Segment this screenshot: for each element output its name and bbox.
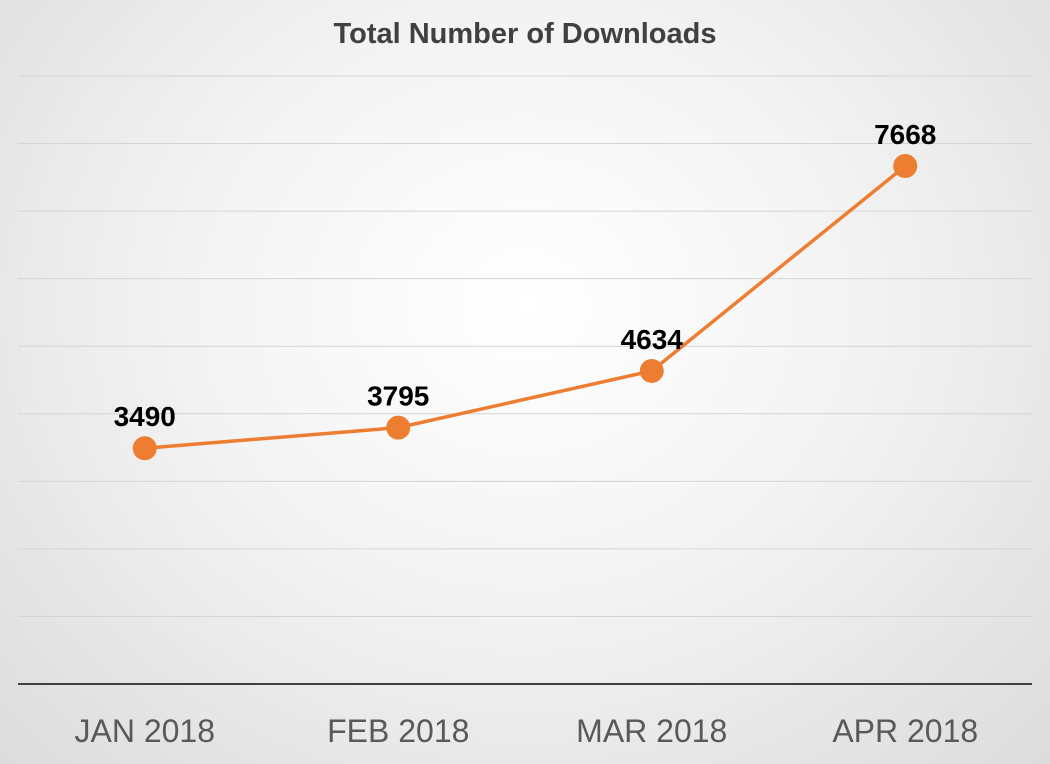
x-tick-labels: JAN 2018 FEB 2018 MAR 2018 APR 2018	[74, 713, 978, 749]
data-labels: 3490 3795 4634 7668	[114, 119, 937, 432]
data-label: 7668	[874, 119, 936, 150]
x-tick-label: JAN 2018	[74, 713, 215, 749]
data-point	[639, 358, 664, 383]
data-point	[132, 436, 157, 461]
data-label: 3490	[114, 401, 176, 432]
data-point	[386, 415, 411, 440]
chart-title: Total Number of Downloads	[333, 18, 717, 50]
data-label: 4634	[621, 324, 684, 355]
x-tick-label: MAR 2018	[576, 713, 727, 749]
x-tick-label: APR 2018	[832, 713, 978, 749]
gridlines	[18, 75, 1032, 617]
series-layer	[132, 153, 918, 461]
data-label: 3795	[367, 381, 429, 412]
series-line	[144, 164, 907, 450]
data-point	[893, 153, 918, 178]
x-tick-label: FEB 2018	[327, 713, 469, 749]
